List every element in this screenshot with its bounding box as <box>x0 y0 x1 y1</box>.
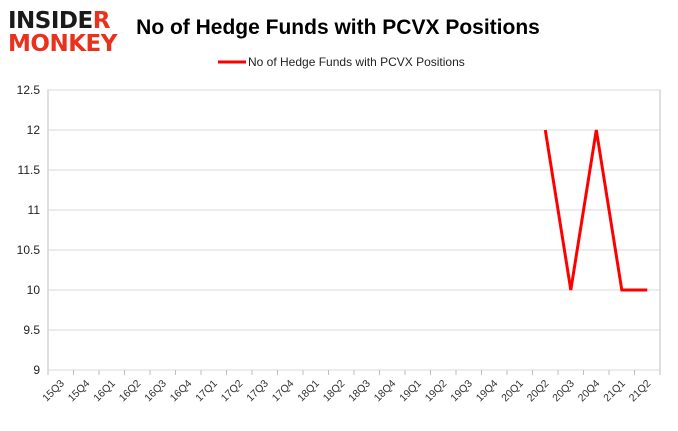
y-tick-label: 11 <box>28 203 41 217</box>
plot-border <box>47 89 661 371</box>
x-tick-label: 20Q2 <box>525 378 552 405</box>
x-tick-label: 19Q2 <box>423 378 450 405</box>
x-tick-label: 18Q4 <box>372 378 399 405</box>
x-axis-ticks: 15Q315Q416Q116Q216Q316Q417Q117Q217Q317Q4… <box>40 370 661 405</box>
legend: No of Hedge Funds with PCVX Positions <box>218 55 465 69</box>
x-tick-label: 19Q1 <box>397 378 424 405</box>
y-tick-label: 10 <box>27 283 41 297</box>
x-tick-label: 18Q2 <box>321 378 348 405</box>
x-tick-label: 16Q3 <box>142 378 169 405</box>
x-tick-label: 20Q1 <box>499 378 526 405</box>
x-tick-label: 19Q3 <box>448 378 475 405</box>
x-tick-label: 16Q2 <box>117 378 144 405</box>
x-tick-label: 21Q1 <box>601 378 628 405</box>
x-tick-label: 16Q1 <box>91 378 118 405</box>
x-tick-label: 17Q3 <box>244 378 271 405</box>
x-tick-label: 18Q1 <box>295 378 322 405</box>
chart-title: No of Hedge Funds with PCVX Positions <box>136 16 540 39</box>
logo-line-1-prefix: INSIDE <box>8 8 93 34</box>
x-tick-label: 20Q4 <box>576 378 603 405</box>
x-tick-label: 16Q4 <box>168 378 195 405</box>
x-tick-label: 18Q3 <box>346 378 373 405</box>
plot-area <box>47 89 661 371</box>
y-axis-ticks: 9 9.5 10 10.5 11 11.5 12 12.5 <box>17 83 41 377</box>
x-tick-label: 15Q3 <box>40 378 67 405</box>
logo-line-2: MONKEY <box>8 31 118 57</box>
x-tick-label: 17Q1 <box>193 378 220 405</box>
x-tick-label: 15Q4 <box>66 378 93 405</box>
insider-monkey-logo: INSIDER MONKEY <box>8 8 118 57</box>
y-tick-label: 12.5 <box>17 83 41 97</box>
y-tick-label: 11.5 <box>18 163 41 177</box>
x-tick-label: 17Q2 <box>219 378 246 405</box>
logo-line-1-accent: R <box>93 8 111 34</box>
series-line <box>543 129 648 292</box>
x-tick-label: 17Q4 <box>270 378 297 405</box>
series <box>543 129 648 292</box>
y-tick-label: 10.5 <box>17 243 41 257</box>
logo-line-1: INSIDER <box>8 8 111 34</box>
grid-lines <box>48 89 660 371</box>
y-tick-label: 9 <box>33 363 40 377</box>
y-tick-label: 12 <box>27 123 41 137</box>
x-tick-label: 19Q4 <box>474 378 501 405</box>
legend-label: No of Hedge Funds with PCVX Positions <box>248 55 465 69</box>
y-tick-label: 9.5 <box>23 323 40 337</box>
x-tick-label: 21Q2 <box>627 378 654 405</box>
x-tick-label: 20Q3 <box>550 378 577 405</box>
